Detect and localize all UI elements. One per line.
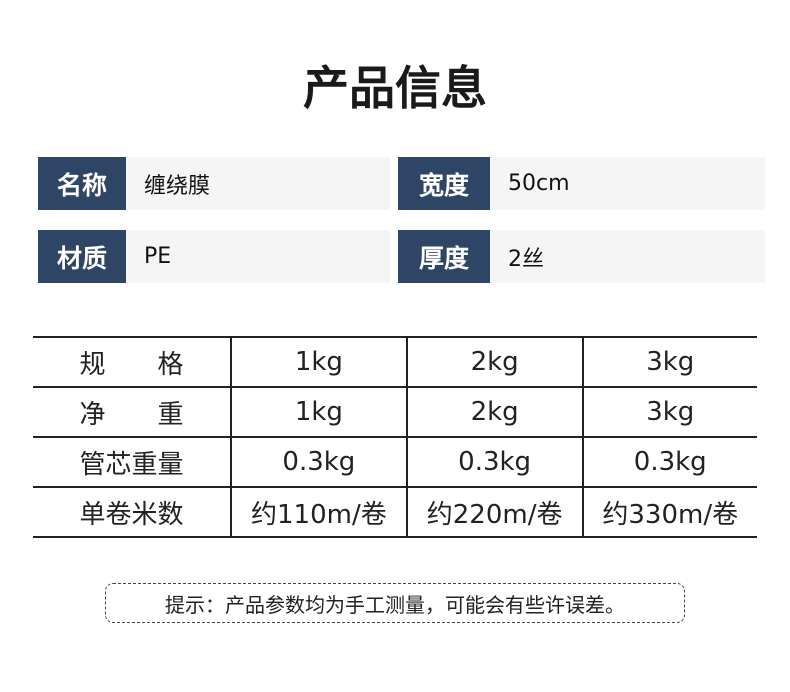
info-thickness: 厚度 2丝 — [398, 230, 765, 283]
info-label: 名称 — [38, 157, 126, 210]
table-cell: 1kg — [230, 386, 407, 438]
table-cell: 约110m/卷 — [230, 486, 407, 538]
table-row: 规 格 1kg 2kg 3kg — [33, 336, 757, 388]
table-cell: 0.3kg — [405, 436, 583, 488]
page-title: 产品信息 — [303, 61, 487, 115]
table-cell: 0.3kg — [230, 436, 407, 488]
table-cell: 约330m/卷 — [581, 486, 757, 538]
info-label: 材质 — [38, 230, 126, 283]
info-value: 缠绕膜 — [144, 173, 211, 199]
info-width: 宽度 50cm — [398, 157, 765, 210]
row-header: 规 格 — [33, 336, 231, 388]
table-cell: 0.3kg — [581, 436, 757, 488]
table-cell: 2kg — [405, 386, 583, 438]
table-cell: 1kg — [230, 336, 407, 388]
table-row: 管芯重量 0.3kg 0.3kg 0.3kg — [33, 436, 757, 488]
row-header: 净 重 — [33, 386, 231, 438]
table-row: 净 重 1kg 2kg 3kg — [33, 386, 757, 438]
table-cell: 约220m/卷 — [405, 486, 583, 538]
info-label: 宽度 — [398, 157, 490, 210]
table-cell: 3kg — [581, 336, 757, 388]
info-label: 厚度 — [398, 230, 490, 283]
info-material: 材质 PE — [38, 230, 390, 283]
measurement-note: 提示：产品参数均为手工测量，可能会有些许误差。 — [105, 583, 685, 623]
table-cell: 3kg — [581, 386, 757, 438]
spec-table: 规 格 1kg 2kg 3kg 净 重 1kg 2kg 3kg 管芯重量 0.3… — [33, 336, 757, 538]
row-header: 管芯重量 — [33, 436, 231, 488]
info-value: 2丝 — [508, 246, 544, 272]
info-value: PE — [144, 244, 172, 269]
info-value: 50cm — [508, 171, 570, 196]
table-row: 单卷米数 约110m/卷 约220m/卷 约330m/卷 — [33, 486, 757, 538]
row-header: 单卷米数 — [33, 486, 231, 538]
info-name: 名称 缠绕膜 — [38, 157, 390, 210]
table-cell: 2kg — [405, 336, 583, 388]
